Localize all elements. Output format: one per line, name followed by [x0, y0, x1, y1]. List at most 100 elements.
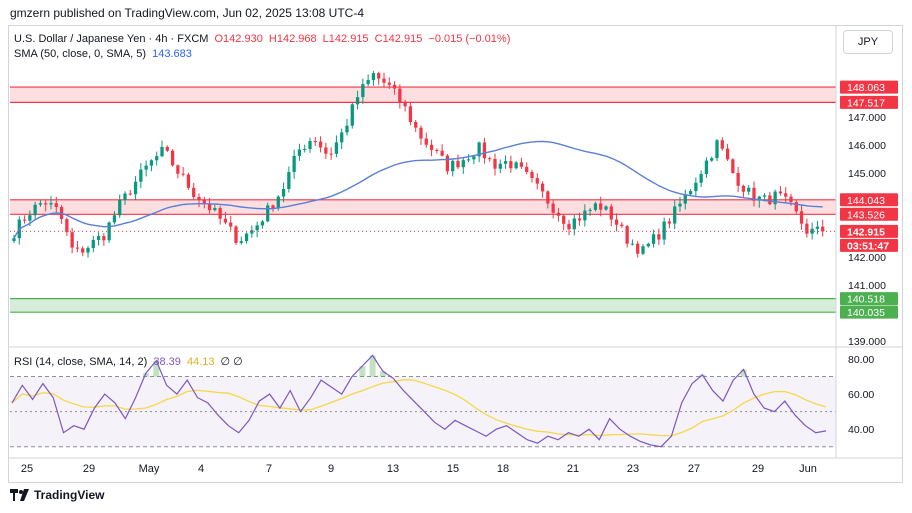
candle [498, 159, 502, 174]
candle [609, 203, 613, 227]
time-tick-label: 7 [266, 463, 272, 475]
candle [345, 118, 349, 136]
candle-body [218, 208, 222, 219]
candle-body [202, 200, 206, 204]
candle [646, 242, 650, 248]
candle-body [308, 140, 312, 149]
candle [683, 189, 687, 210]
sma-series-line [13, 140, 823, 239]
currency-button[interactable]: JPY [843, 30, 893, 54]
support-zone [10, 298, 836, 313]
candle-body [186, 174, 191, 188]
candle-body [514, 162, 518, 169]
candle [630, 239, 635, 246]
candle [752, 181, 756, 207]
candle [419, 125, 423, 145]
candle-body [736, 172, 740, 186]
candle [377, 71, 381, 86]
candle-body [572, 218, 576, 230]
candle-body [91, 239, 95, 248]
rsi-band [10, 376, 836, 447]
price-tick-label: 147.000 [848, 112, 886, 124]
candle-body [778, 191, 783, 194]
candle-body [12, 238, 16, 241]
candle [398, 84, 402, 109]
candle [488, 156, 492, 162]
candle [118, 194, 122, 218]
candle-body [287, 172, 291, 189]
candle [662, 217, 666, 245]
time-tick-label: 29 [83, 463, 95, 475]
footer-brand[interactable]: TradingView [10, 488, 104, 502]
candle-body [139, 169, 143, 182]
candle [239, 236, 243, 245]
candle [424, 132, 428, 148]
candle-body [170, 150, 175, 166]
candle-body [192, 187, 196, 197]
candle-body [710, 158, 714, 161]
candle-body [525, 166, 529, 172]
candle [139, 163, 143, 189]
candle [350, 103, 354, 129]
candle-body [688, 191, 693, 195]
price-label-box [840, 95, 898, 109]
candle-body [155, 156, 159, 161]
candle-body [593, 203, 598, 210]
candle [810, 222, 814, 240]
candle-body [197, 196, 201, 201]
candle [176, 164, 180, 179]
candle-body [662, 221, 666, 240]
candle-body [123, 193, 127, 200]
candle [281, 182, 286, 203]
candle [551, 200, 555, 219]
candle-body [244, 233, 249, 242]
candle [577, 212, 582, 226]
candle [678, 196, 682, 212]
candle-body [345, 125, 349, 133]
candle-body [133, 181, 138, 195]
rsi-tick-label: 80.00 [848, 354, 874, 366]
candle [266, 202, 270, 223]
candle [651, 229, 656, 248]
candle [466, 154, 471, 163]
candle-body [361, 84, 365, 98]
candle [435, 148, 439, 154]
candle [805, 218, 809, 238]
candle [472, 154, 476, 165]
candle-body [620, 224, 624, 227]
candle [408, 102, 413, 126]
candle-body [81, 248, 85, 253]
symbol-name[interactable]: U.S. Dollar / Japanese Yen · 4h · FXCM [14, 33, 209, 45]
candle [572, 215, 576, 236]
candle-body [112, 215, 117, 223]
candles [12, 70, 825, 258]
candle [54, 196, 58, 214]
candle [620, 222, 624, 229]
sma-label[interactable]: SMA (50, close, 0, SMA, 5) [14, 48, 147, 60]
change-value: −0.015 (−0.01%) [428, 33, 511, 45]
candle [44, 200, 48, 212]
price-tick-label: 145.000 [848, 168, 886, 180]
rsi-extra: ∅ ∅ [220, 356, 243, 368]
candle [329, 147, 333, 160]
candle-body [445, 155, 450, 172]
candle [546, 190, 550, 209]
candle [91, 235, 95, 253]
candle [75, 240, 80, 253]
price-label-box [840, 224, 898, 238]
candle-body [498, 163, 502, 169]
candle [65, 217, 69, 237]
candle-body [392, 84, 397, 89]
candle [757, 195, 761, 208]
candle [688, 189, 693, 196]
time-tick-label: 23 [627, 463, 639, 475]
candle [514, 160, 518, 170]
price-label-text: 143.526 [847, 209, 885, 221]
time-tick-label: 25 [21, 463, 33, 475]
candle-body [768, 195, 772, 205]
candle [567, 219, 571, 236]
candle [451, 159, 455, 177]
candle-body [720, 140, 724, 149]
rsi-label[interactable]: RSI (14, close, SMA, 14, 2) [14, 356, 148, 368]
